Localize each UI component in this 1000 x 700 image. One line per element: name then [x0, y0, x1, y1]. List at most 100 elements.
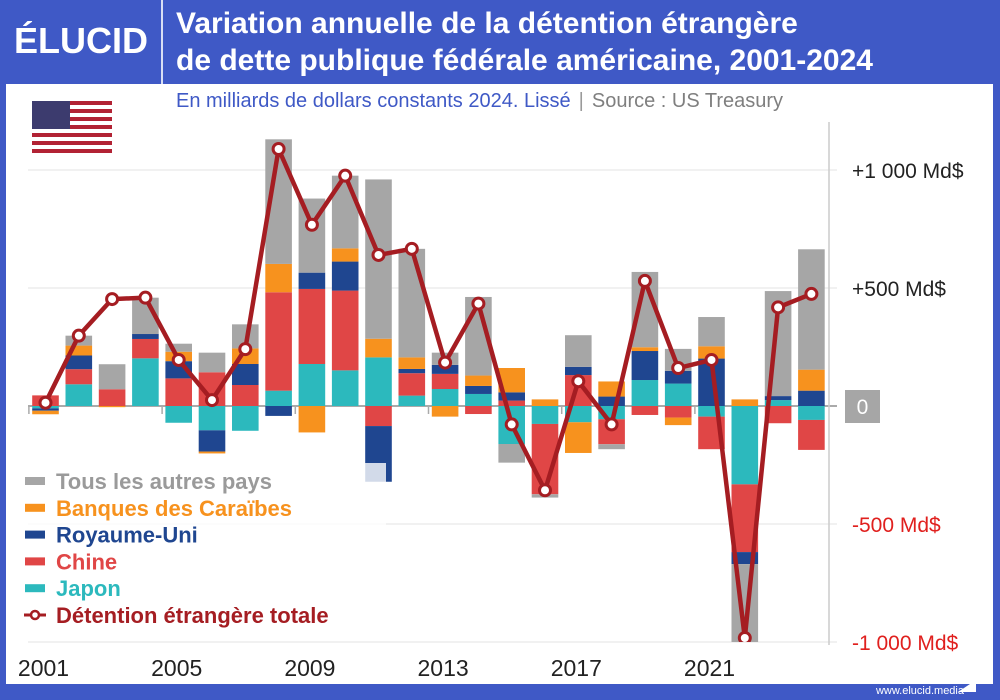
- bar-caraibes-2020: [664, 417, 692, 426]
- bar-chine-2010: [331, 290, 359, 371]
- bar-japon-2013: [431, 389, 459, 406]
- legend-label-royaume_uni: Royaume-Uni: [56, 523, 198, 548]
- y-tick-label: 0: [857, 396, 869, 419]
- bar-japon-2014: [465, 393, 492, 406]
- bar-royaume_uni-2014: [465, 385, 492, 394]
- legend-marker-icon: [29, 609, 41, 621]
- x-tick-label: 2017: [551, 655, 602, 681]
- legend-swatch-caraibes: [25, 503, 45, 512]
- bar-royaume_uni-2024: [798, 390, 825, 406]
- bar-japon-2004: [132, 358, 159, 406]
- bar-caraibes-2024: [798, 369, 825, 391]
- bar-japon-2008: [265, 390, 292, 406]
- bar-chine-2005: [165, 378, 192, 406]
- bar-royaume_uni-2015: [498, 392, 525, 401]
- y-tick-label: -500 Md$: [852, 514, 941, 537]
- bar-caraibes-2003: [98, 406, 126, 408]
- total-point-2010: [338, 168, 353, 183]
- legend-background: [16, 463, 386, 631]
- total-point-2023: [771, 300, 786, 315]
- bar-caraibes-2021: [698, 346, 725, 359]
- bar-caraibes-2009: [298, 406, 326, 433]
- bar-japon-2021: [698, 406, 725, 417]
- legend-swatch-autres: [25, 477, 45, 485]
- legend-label-total: Détention étrangère totale: [56, 603, 329, 628]
- bar-royaume_uni-2010: [331, 261, 359, 291]
- elucid-arrow-icon: [958, 680, 976, 692]
- chart-subtitle: En milliards de dollars constants 2024. …: [176, 90, 783, 113]
- bar-royaume_uni-2023: [764, 396, 792, 401]
- footer-url[interactable]: www.elucid.media: [875, 685, 964, 697]
- total-point-2008: [271, 141, 286, 156]
- bar-chine-2009: [298, 288, 326, 364]
- bar-japon-2020: [664, 383, 692, 406]
- title-line-1: Variation annuelle de la détention étran…: [176, 7, 798, 40]
- bar-japon-2006: [198, 406, 226, 431]
- bar-chine-2023: [764, 406, 792, 424]
- bar-caraibes-2016: [531, 399, 559, 406]
- bar-chine-2011: [365, 406, 392, 427]
- legend-swatch-japon: [25, 584, 45, 593]
- bar-caraibes-2022: [731, 399, 759, 406]
- total-point-2002: [71, 328, 86, 343]
- source-text: Source : US Treasury: [591, 90, 784, 112]
- bar-chine-2008: [265, 292, 292, 391]
- bar-chine-2003: [98, 389, 126, 406]
- bar-chine-2012: [398, 373, 426, 396]
- x-tick-label: 2005: [151, 655, 202, 681]
- y-tick-label: -1 000 Md$: [852, 632, 959, 655]
- subtitle-text: En milliards de dollars constants 2024. …: [176, 90, 571, 112]
- total-point-2006: [205, 393, 219, 408]
- bar-autres-2003: [98, 364, 126, 390]
- axis-labels: +1 000 Md$ +500 Md$ 0 -500 Md$ -1 000 Md$ 200…: [18, 160, 964, 681]
- bar-royaume_uni-2020: [664, 370, 692, 384]
- total-point-2007: [238, 342, 253, 357]
- bar-autres-2018: [598, 444, 625, 450]
- total-point-2017: [571, 374, 586, 389]
- total-point-2012: [404, 241, 419, 256]
- us-flag-icon: [32, 101, 112, 153]
- bar-chine-2007: [232, 384, 259, 406]
- total-point-2009: [304, 217, 319, 232]
- y-tick-label: +1 000 Md$: [852, 160, 964, 183]
- total-point-2024: [804, 286, 819, 301]
- x-tick-label: 2009: [284, 655, 335, 681]
- x-tick-label: 2001: [18, 655, 69, 681]
- bar-chine-2013: [431, 373, 459, 390]
- bar-autres-2015: [498, 443, 525, 463]
- bar-autres-2006: [198, 352, 226, 373]
- bar-japon-2007: [232, 406, 259, 431]
- total-point-2015: [504, 417, 519, 432]
- bar-japon-2024: [798, 406, 825, 420]
- legend-label-chine: Chine: [56, 549, 117, 574]
- bar-royaume_uni-2007: [232, 363, 259, 385]
- axes: [28, 122, 830, 645]
- total-point-2004: [138, 290, 153, 305]
- legend-label-japon: Japon: [56, 576, 121, 601]
- bar-royaume_uni-2019: [631, 351, 659, 381]
- bar-chine-2024: [798, 419, 825, 450]
- legend-swatch-royaume_uni: [25, 530, 45, 539]
- bar-caraibes-2014: [465, 375, 492, 386]
- bar-caraibes-2011: [365, 338, 392, 358]
- bar-royaume_uni-2008: [265, 406, 292, 416]
- bar-royaume_uni-2012: [398, 368, 426, 374]
- bar-caraibes-2002: [65, 345, 93, 356]
- total-point-2019: [637, 273, 652, 288]
- bar-caraibes-2006: [198, 451, 226, 454]
- zero-label-box: [845, 390, 880, 423]
- bar-autres-2024: [798, 249, 825, 370]
- bar-autres-2012: [398, 248, 426, 358]
- bar-chine-2004: [132, 338, 159, 359]
- bar-caraibes-2010: [331, 248, 359, 262]
- bar-japon-2005: [165, 406, 192, 423]
- total-point-2001: [38, 395, 53, 410]
- bar-japon-2009: [298, 363, 326, 406]
- total-point-2022: [737, 630, 752, 642]
- bar-chine-2020: [664, 406, 692, 418]
- legend-label-caraibes: Banques des Caraïbes: [56, 496, 292, 521]
- bar-caraibes-2008: [265, 263, 292, 293]
- bar-japon-2023: [764, 400, 792, 406]
